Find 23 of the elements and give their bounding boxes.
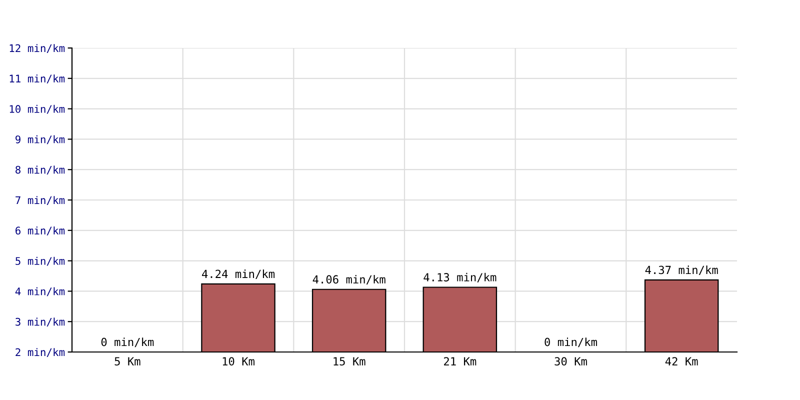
x-tick-label: 21 Km bbox=[444, 357, 476, 366]
y-tick-label: 5 min/km bbox=[16, 256, 65, 266]
x-tick-label: 5 Km bbox=[114, 357, 140, 366]
y-tick-label: 4 min/km bbox=[15, 287, 65, 296]
text: 0 min/km bbox=[101, 338, 154, 348]
y-tick-label: 11 min/km bbox=[10, 74, 65, 84]
data-label: 4.13 min/km bbox=[424, 272, 496, 282]
text: 0 min/km bbox=[544, 338, 597, 348]
x-tick-label: 10 Km bbox=[222, 357, 254, 366]
x-tick-label: 15 Km bbox=[334, 357, 366, 366]
data-label: 4.06 min/km bbox=[312, 274, 386, 284]
y-tick-label: 8 min/km bbox=[16, 166, 65, 175]
x-tick-label: 30 Km bbox=[554, 357, 587, 366]
y-tick-label: 10 min/km bbox=[10, 104, 65, 114]
y-tick-label: 12 min/km bbox=[10, 44, 65, 53]
y-tick-label: 7 min/km bbox=[16, 196, 65, 205]
data-label: 4.37 min/km bbox=[645, 266, 718, 276]
y-tick-label: 9 min/km bbox=[16, 135, 65, 144]
y-tick-label: 3 min/km bbox=[16, 318, 65, 327]
x-tick-label: 42 Km bbox=[665, 357, 698, 366]
y-tick-label: 6 min/km bbox=[16, 226, 65, 236]
data-label: 4.24 min/km bbox=[202, 270, 275, 279]
y-tick-label: 2 min/km bbox=[16, 348, 65, 357]
